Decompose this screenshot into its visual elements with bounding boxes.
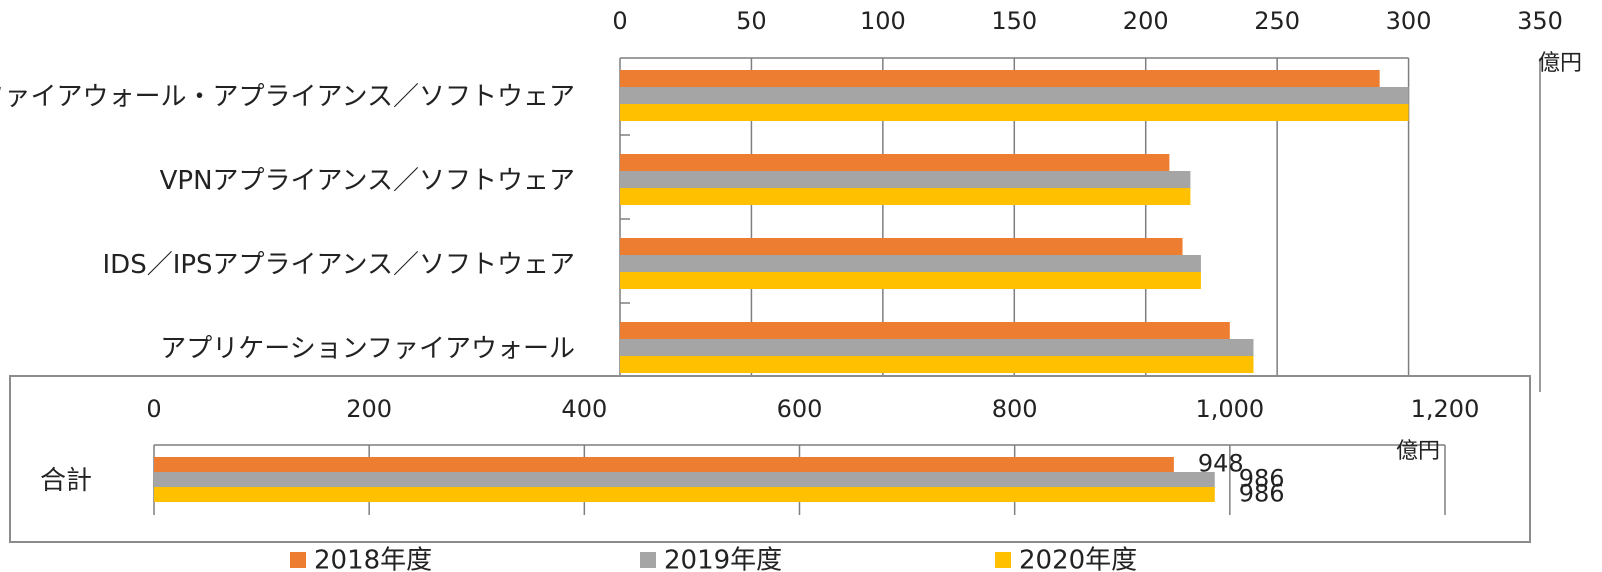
top-bar-3-series-3 [620, 272, 1201, 289]
top-bar-4-series-1 [620, 322, 1230, 339]
top-bar-3-series-2 [620, 255, 1201, 272]
top-bar-4-series-2 [620, 339, 1254, 356]
top-bar-1-series-1 [620, 70, 1380, 87]
total-unit-label: 億円 [1396, 439, 1440, 464]
total-x-tick-label: 400 [561, 395, 607, 423]
total-x-tick-label: 200 [346, 395, 392, 423]
top-x-tick-label: 350 [1517, 7, 1563, 35]
category-label: アプリケーションファイアウォール [160, 334, 575, 364]
top-bar-2-series-2 [620, 171, 1191, 188]
legend-label: 2019年度 [664, 546, 782, 572]
top-unit-label: 億円 [1538, 51, 1582, 76]
top-x-tick-label: 0 [612, 7, 627, 35]
legend-label: 2018年度 [314, 546, 432, 572]
top-bar-1-series-3 [620, 104, 1409, 121]
legend-swatch [290, 552, 306, 568]
total-data-label: 986 [1239, 465, 1285, 493]
top-bar-4-series-3 [620, 356, 1254, 373]
total-x-tick-label: 1,000 [1195, 395, 1264, 423]
category-label: IDS／IPSアプライアンス／ソフトウェア [103, 250, 575, 280]
top-x-tick-label: 300 [1386, 7, 1432, 35]
total-data-label: 986 [1239, 480, 1285, 508]
top-x-tick-label: 100 [860, 7, 906, 35]
total-category-label: 合計 [40, 466, 92, 496]
top-bar-3-series-1 [620, 238, 1183, 255]
top-x-tick-label: 200 [1123, 7, 1169, 35]
top-x-tick-label: 250 [1254, 7, 1300, 35]
top-bar-1-series-2 [620, 87, 1409, 104]
top-bar-2-series-3 [620, 188, 1191, 205]
top-x-tick-label: 150 [991, 7, 1037, 35]
total-x-tick-label: 800 [992, 395, 1038, 423]
total-bar-series-1 [154, 457, 1174, 472]
top-bar-2-series-1 [620, 154, 1170, 171]
top-x-tick-label: 50 [736, 7, 767, 35]
total-x-tick-label: 600 [777, 395, 823, 423]
legend-swatch [995, 552, 1011, 568]
legend-label: 2020年度 [1019, 546, 1137, 572]
total-x-tick-label: 0 [146, 395, 161, 423]
category-label: ファイアウォール・アプライアンス／ソフトウェア [0, 82, 575, 112]
category-label: VPNアプライアンス／ソフトウェア [160, 166, 575, 196]
total-bar-series-3 [154, 487, 1215, 502]
total-bar-series-2 [154, 472, 1215, 487]
total-x-tick-label: 1,200 [1411, 395, 1480, 423]
legend-swatch [640, 552, 656, 568]
